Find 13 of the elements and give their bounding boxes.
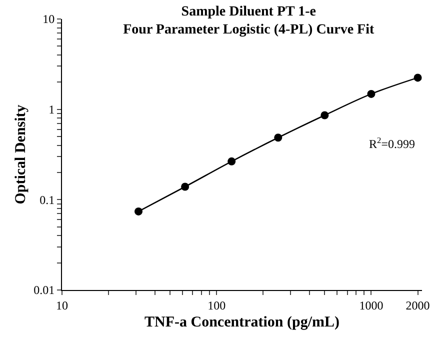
x-tick-label: 10 [56, 298, 68, 312]
point [134, 207, 143, 216]
x-tick-label: 1000 [359, 298, 384, 312]
y-tick-label: 10 [42, 12, 55, 26]
x-axis-title: TNF-a Concentration (pg/mL) [144, 314, 340, 330]
x-tick-label: 2000 [406, 298, 430, 312]
y-tick-label: 0.1 [40, 192, 55, 207]
x-tick-label: 100 [208, 298, 226, 312]
y-tick-label: 1 [48, 102, 55, 117]
y-tick-label: 0.01 [34, 283, 55, 298]
chart-title: Sample Diluent PT 1-e Four Parameter Logistic (4-PL) Curve Fit [123, 4, 374, 38]
annotation: R$^{2}$=0.999 [369, 136, 415, 152]
y-axis-title: Optical Density [12, 104, 29, 204]
